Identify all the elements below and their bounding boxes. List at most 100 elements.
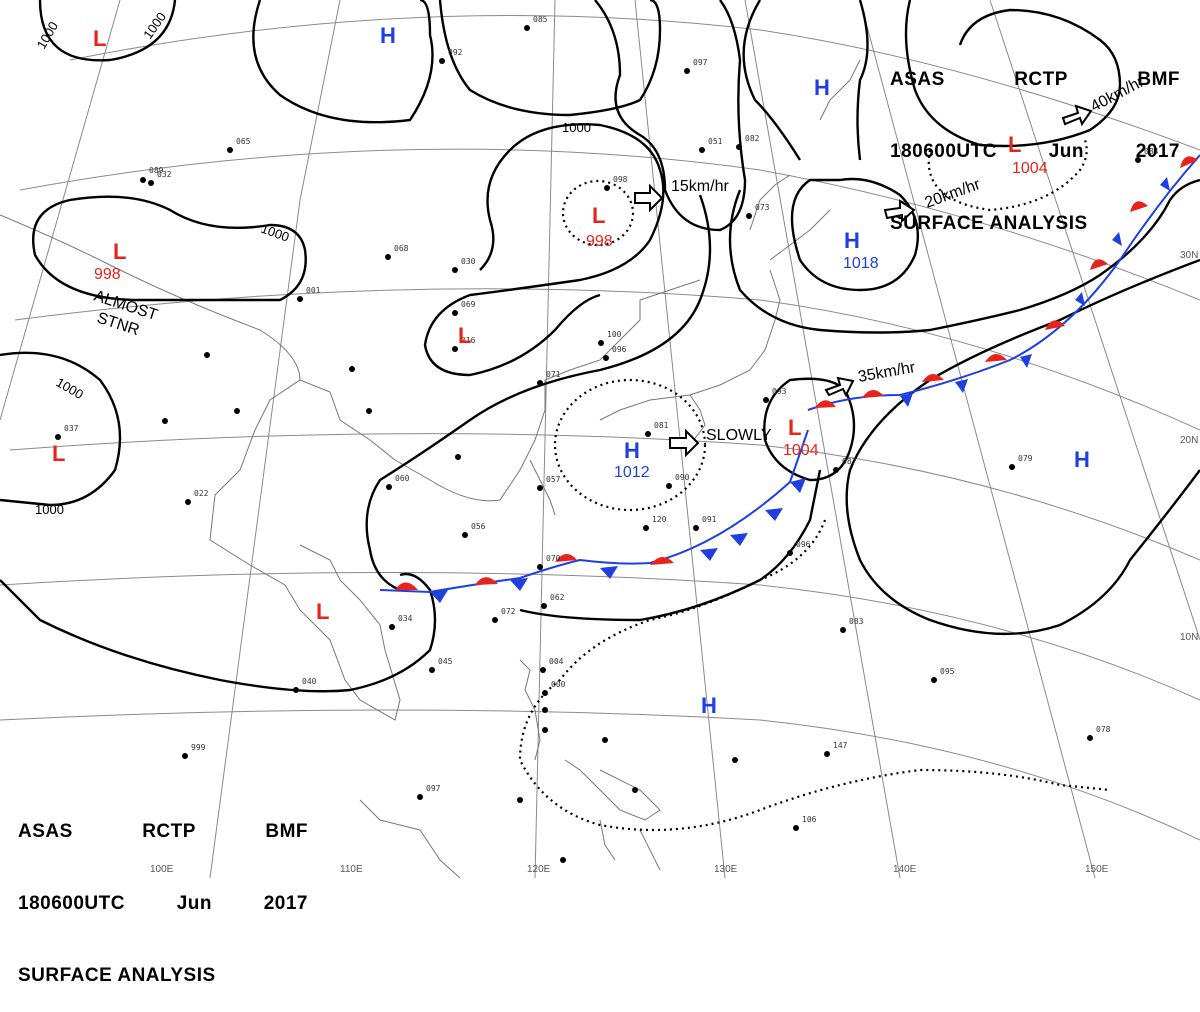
chart-title-bottom: ASAS RCTP BMF 180600UTC Jun 2017 SURFACE… [18,772,308,1012]
station-pressure-value: 065 [236,137,251,146]
chart-title-top: ASAS RCTP BMF 180600UTC Jun 2017 SURFACE… [890,20,1180,260]
station-pressure-value: 073 [755,203,770,212]
station-pressure-value: 071 [546,370,561,379]
station-pressure-value: 051 [708,137,723,146]
station-pressure-value: 093 [772,387,787,396]
low-symbol: L [113,239,126,264]
station-pressure-value: 069 [461,300,476,309]
station-pressure-value: 097 [426,784,441,793]
station-pressure-value: 016 [461,336,476,345]
high-symbol: H [624,438,640,463]
station-pressure-value: 087 [842,457,857,466]
title-agency: ASAS [890,69,945,90]
station-pressure-value: 045 [438,657,453,666]
station-pressure-value: 022 [194,489,209,498]
title-station: RCTP [142,821,196,842]
station-pressure-value: 078 [1096,725,1111,734]
station-values: 037 032 065 089 068 030 069 016 001 022 056 070 060 0… [64,15,1159,824]
title-code: BMF [265,821,308,842]
station-pressure-value: 060 [395,474,410,483]
station-pressure-value: 084 [1144,147,1159,156]
low-pressure-value: 1004 [1012,160,1048,177]
station-pressure-value: 090 [675,473,690,482]
station-pressure-value: 030 [461,257,476,266]
latitude-label: 30N [1180,250,1198,261]
station-pressure-value: 068 [394,244,409,253]
title-year: 2017 [1135,141,1180,162]
station-pressure-value: 000 [551,680,566,689]
motion-speed-label: 15km/hr [671,178,729,195]
station-pressure-value: 070 [546,554,561,563]
station-pressure-value: 100 [607,330,622,339]
high-symbol: H [701,693,717,718]
station-markers [55,25,1141,863]
station-pressure-value: 079 [1018,454,1033,463]
low-pressure-value: 1004 [783,442,819,459]
motion-speed-label: SLOWLY [706,427,772,444]
low-symbol: L [1008,132,1021,157]
title-product: SURFACE ANALYSIS [18,965,216,986]
graticule-labels: 30N 20N 10N 100E 110E 120E 130E 140E 150E [150,250,1198,875]
surface-analysis-map: 037 032 065 089 068 030 069 016 001 022 056 070 060 0… [0,0,1200,878]
title-month: Jun [176,893,212,914]
station-pressure-value: 082 [745,134,760,143]
coastlines [0,59,861,878]
station-pressure-value: 097 [693,58,708,67]
isobars [0,0,1200,693]
low-symbol: L [592,203,605,228]
station-pressure-value: 085 [533,15,548,24]
high-symbol: H [380,23,396,48]
station-pressure-value: 001 [306,286,321,295]
station-pressure-value: 147 [833,741,848,750]
title-code: BMF [1137,69,1180,90]
station-pressure-value: 120 [652,515,667,524]
station-pressure-value: 083 [849,617,864,626]
latitude-label: 10N [1180,632,1198,643]
low-pressure-value: 998 [586,233,613,250]
high-symbol: H [814,75,830,100]
pressure-systems: L H L 998 L 998 L H H 1018 L 1004 L H 10… [52,23,1090,718]
station-pressure-value: 040 [302,677,317,686]
dotted-isobars [518,139,1111,832]
low-pressure-value: 998 [94,266,121,283]
station-pressure-value: 032 [157,170,172,179]
station-pressure-value: 091 [702,515,717,524]
title-agency: ASAS [18,821,73,842]
title-month: Jun [1048,141,1084,162]
longitude-label: 110E [340,864,363,875]
station-pressure-value: 081 [654,421,669,430]
longitude-label: 100E [150,864,174,875]
isobar-label: 1000 [35,502,64,517]
station-pressure-value: 089 [149,166,164,175]
station-pressure-value: 034 [398,614,413,623]
station-pressure-value: 092 [448,48,463,57]
station-pressure-value: 096 [612,345,627,354]
station-pressure-value: 057 [546,475,561,484]
longitude-label: 130E [714,864,738,875]
high-symbol: H [1074,447,1090,472]
high-pressure-value: 1018 [843,255,879,272]
title-year: 2017 [263,893,308,914]
low-symbol: L [316,599,329,624]
title-station: RCTP [1014,69,1068,90]
station-pressure-value: 056 [471,522,486,531]
high-pressure-value: 1012 [614,464,650,481]
longitude-label: 120E [527,864,551,875]
latitude-label: 20N [1180,435,1198,446]
station-pressure-value: 072 [501,607,516,616]
title-time: 180600UTC [890,141,997,162]
low-symbol: L [458,323,471,348]
title-product: SURFACE ANALYSIS [890,213,1088,234]
station-pressure-value: 096 [796,540,811,549]
stationary-front [379,429,809,603]
station-pressure-value: 095 [940,667,955,676]
title-time: 180600UTC [18,893,125,914]
station-pressure-value: 062 [550,593,565,602]
stationary-front-east [807,154,1200,411]
low-symbol: L [93,26,106,51]
longitude-label: 150E [1085,864,1109,875]
isobar-label: 1000 [562,120,591,135]
longitude-label: 140E [893,864,917,875]
station-pressure-value: 106 [802,815,817,824]
station-pressure-value: 999 [191,743,206,752]
